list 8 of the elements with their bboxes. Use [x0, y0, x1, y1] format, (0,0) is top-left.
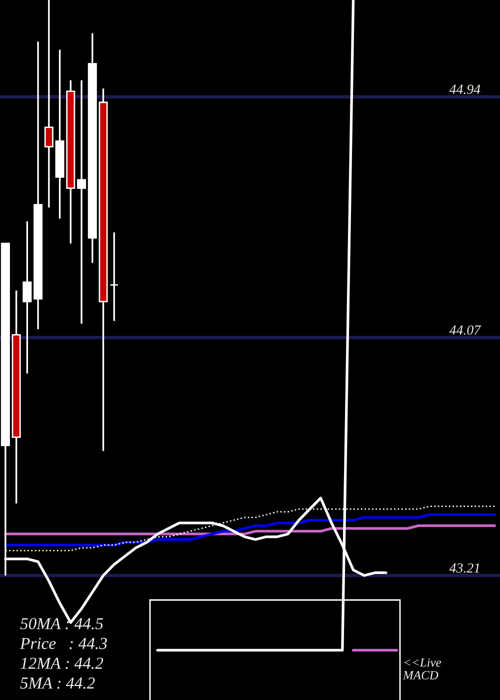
- annotation: 50MA : 44.5: [20, 618, 103, 630]
- annotation: 5MA : 44.2: [20, 678, 95, 689]
- y-tick-label: 44.07: [449, 325, 482, 335]
- y-tick-label: 44.94: [449, 84, 480, 94]
- annotation: 12MA : 44.2: [20, 658, 104, 669]
- y-tick-label: 43.21: [449, 563, 480, 573]
- annotation: <<Live MACD: [402, 658, 442, 680]
- annotation: Price : 44.3: [20, 638, 107, 650]
